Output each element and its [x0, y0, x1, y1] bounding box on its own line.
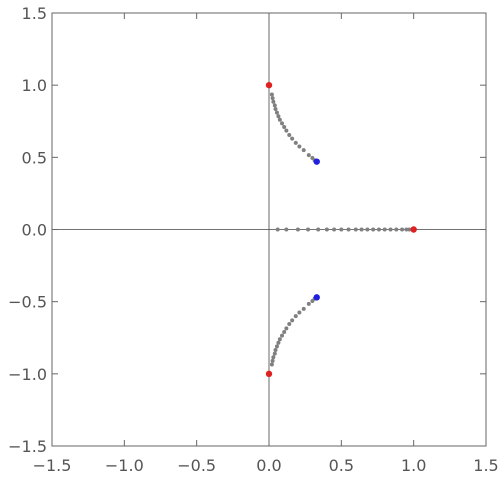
x-tick-label: −0.5	[177, 456, 216, 475]
path-point	[271, 355, 276, 360]
path-point	[290, 318, 295, 323]
path-point	[339, 227, 344, 232]
path-point	[276, 114, 281, 119]
path-point	[306, 301, 311, 306]
path-point	[301, 148, 306, 153]
x-tick-label: 1.5	[473, 456, 498, 475]
path-point	[272, 103, 277, 108]
path-point	[297, 310, 302, 315]
path-point	[295, 227, 300, 232]
path-point	[287, 322, 292, 327]
path-point	[293, 140, 298, 145]
data-points	[265, 81, 417, 378]
start-point	[265, 81, 273, 89]
path-point	[271, 99, 276, 104]
start-point	[410, 226, 417, 233]
path-point	[277, 337, 282, 342]
path-point	[275, 227, 280, 232]
path-point	[284, 326, 289, 331]
path-point	[274, 110, 279, 115]
path-point	[353, 227, 358, 232]
path-point	[276, 340, 281, 345]
path-point	[273, 106, 278, 111]
path-point	[269, 362, 274, 367]
path-point	[287, 132, 292, 137]
path-point	[394, 227, 399, 232]
path-point	[306, 153, 311, 158]
y-tick-label: −1.5	[8, 437, 47, 456]
path-point	[371, 227, 376, 232]
path-point	[301, 306, 306, 311]
y-tick-label: 0.0	[22, 221, 47, 240]
path-point	[282, 125, 287, 130]
path-point	[324, 227, 329, 232]
y-tick-label: 1.0	[22, 76, 47, 95]
path-point	[316, 227, 321, 232]
path-point	[332, 227, 337, 232]
path-point	[404, 227, 409, 232]
x-tick-label: −1.0	[105, 456, 144, 475]
path-point	[280, 333, 285, 338]
x-tick-label: −1.5	[33, 456, 72, 475]
path-point	[293, 314, 298, 319]
path-point	[346, 227, 351, 232]
path-point	[272, 351, 277, 356]
x-tick-label: 0.5	[329, 456, 354, 475]
path-point	[400, 227, 405, 232]
path-point	[282, 329, 287, 334]
path-point	[306, 227, 311, 232]
path-point	[270, 96, 275, 101]
x-tick-label: 1.0	[401, 456, 426, 475]
path-point	[407, 227, 412, 232]
end-point	[313, 294, 320, 301]
x-tick-labels: −1.5 −1.0 −0.5 0.0 0.5 1.0 1.5	[33, 456, 499, 475]
path-point	[277, 117, 282, 122]
path-point	[284, 227, 289, 232]
start-point	[265, 370, 273, 378]
path-point	[280, 121, 285, 126]
y-tick-label: 1.5	[22, 4, 47, 23]
path-point	[274, 344, 279, 349]
path-point	[290, 136, 295, 141]
x-tick-label: 0.0	[256, 456, 281, 475]
path-point	[359, 227, 364, 232]
y-tick-label: −1.0	[8, 365, 47, 384]
path-point	[270, 358, 275, 363]
path-point	[388, 227, 393, 232]
path-point	[376, 227, 381, 232]
y-tick-label: 0.5	[22, 148, 47, 167]
path-point	[284, 128, 289, 133]
path-point	[273, 348, 278, 353]
axis-ticks	[51, 12, 487, 447]
end-point	[313, 158, 320, 165]
path-point	[365, 227, 370, 232]
y-tick-labels: −1.5 −1.0 −0.5 0.0 0.5 1.0 1.5	[8, 4, 47, 456]
path-point	[269, 92, 274, 97]
path-point	[297, 144, 302, 149]
path-point	[382, 227, 387, 232]
y-tick-label: −0.5	[8, 293, 47, 312]
